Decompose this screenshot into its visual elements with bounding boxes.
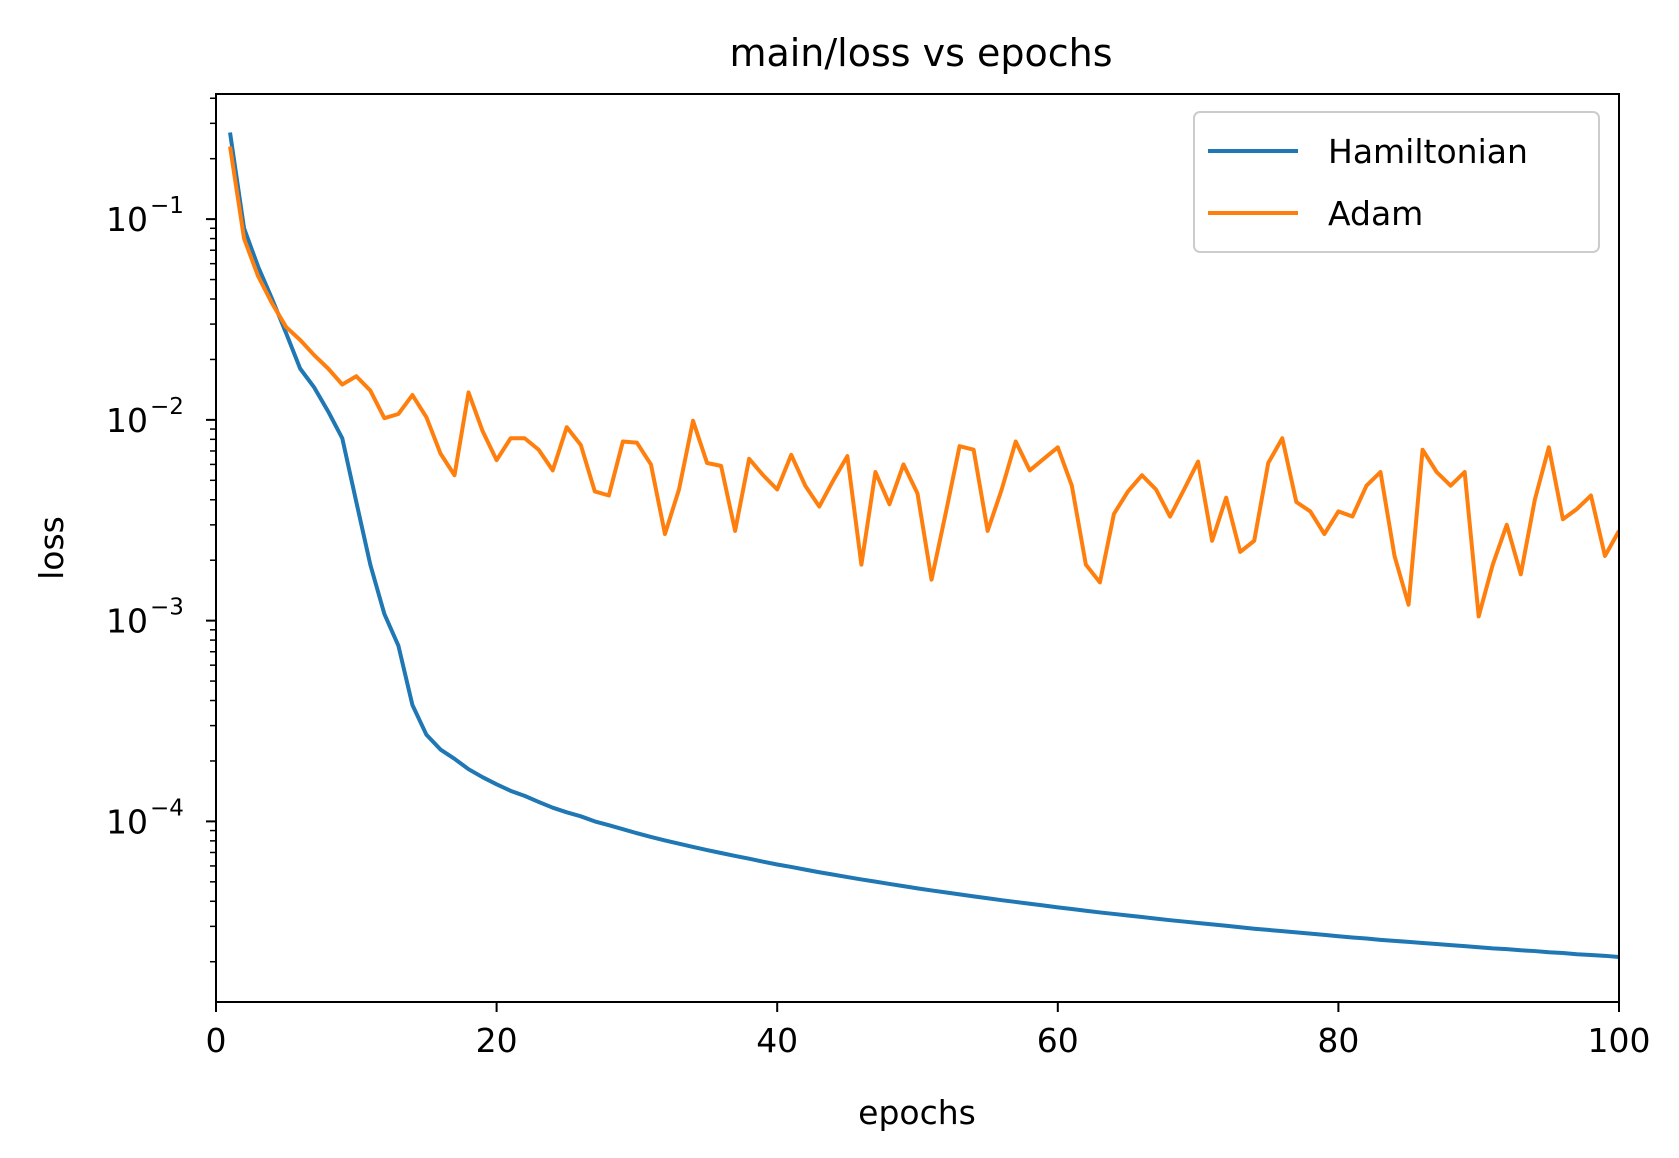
legend-label-adam: Adam	[1328, 194, 1423, 233]
series-line-hamiltonian	[228, 132, 1619, 960]
y-tick-base: 10	[106, 602, 148, 641]
plot-area: 0 20 40 60 80 100 10−110−210−310−4	[106, 93, 1651, 1060]
x-tick-label: 20	[476, 1021, 518, 1060]
y-tick-exponent: −2	[150, 394, 184, 420]
x-tick-label: 80	[1317, 1021, 1359, 1060]
y-tick-label: 10 −2	[106, 394, 184, 440]
y-tick-exponent: −4	[150, 795, 184, 821]
plot-frame	[215, 93, 1620, 1003]
y-tick-base: 10	[106, 401, 148, 440]
x-tick-label: 60	[1037, 1021, 1079, 1060]
y-tick-base: 10	[106, 200, 148, 239]
x-axis-ticks: 0 20 40 60 80 100	[206, 1002, 1651, 1060]
y-tick-exponent: −1	[150, 193, 184, 219]
x-tick-label: 40	[756, 1021, 798, 1060]
x-tick-label: 0	[206, 1021, 227, 1060]
series-layer	[228, 132, 1619, 960]
y-axis-label: loss	[32, 516, 71, 580]
legend: Hamiltonian Adam	[1193, 111, 1600, 253]
x-axis-label: epochs	[858, 1093, 976, 1132]
legend-label-hamiltonian: Hamiltonian	[1328, 132, 1528, 171]
chart-title: main/loss vs epochs	[729, 31, 1112, 75]
y-axis-minor-ticks	[210, 97, 216, 963]
y-tick-base: 10	[106, 802, 148, 841]
y-tick-exponent: −3	[150, 595, 184, 621]
legend-box	[1193, 111, 1600, 253]
x-tick-label: 100	[1588, 1021, 1651, 1060]
y-tick-label: 10 −1	[106, 193, 184, 239]
y-tick-label: 10 −3	[106, 595, 184, 641]
series-line-adam	[228, 146, 1619, 619]
y-axis-ticks: 10−110−210−310−4	[106, 193, 216, 841]
y-tick-label: 10 −4	[106, 795, 184, 841]
